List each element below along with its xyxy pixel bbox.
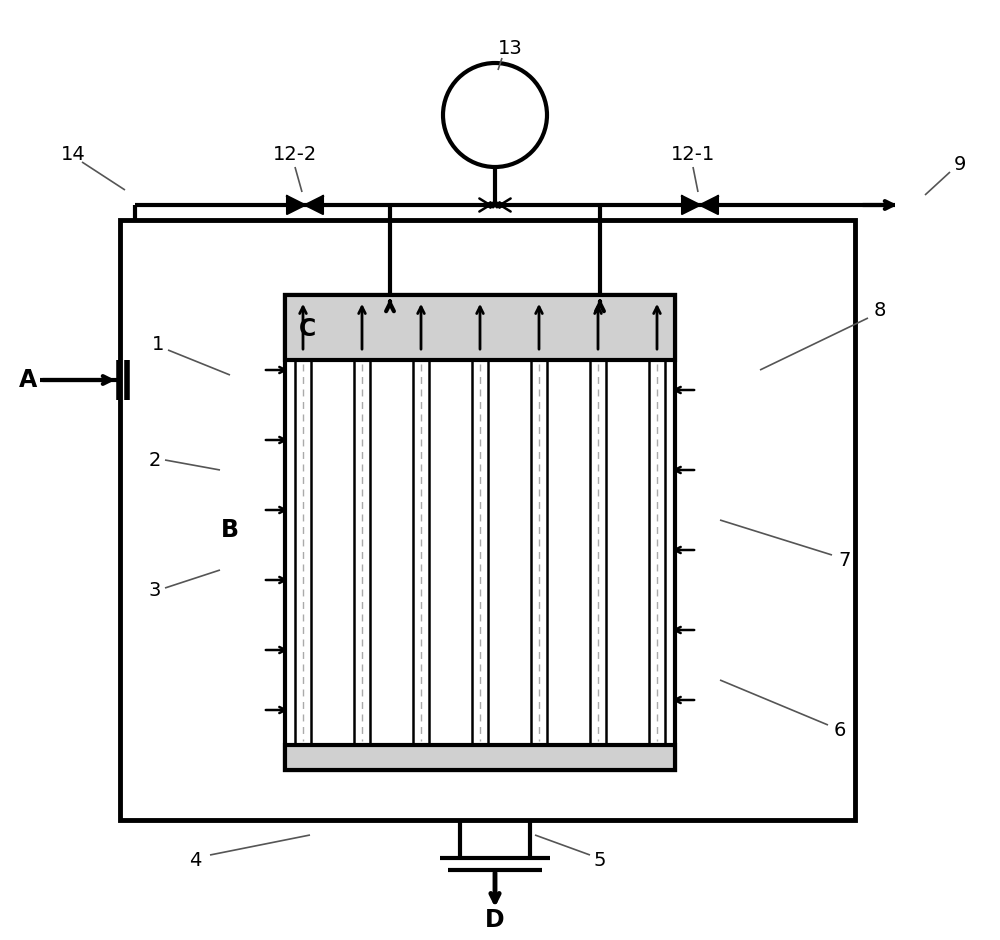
Bar — [285, 295, 675, 360]
Text: D: D — [485, 908, 505, 932]
Text: 4: 4 — [189, 851, 201, 870]
Polygon shape — [700, 196, 718, 214]
Polygon shape — [682, 196, 700, 214]
Text: 14: 14 — [61, 146, 85, 164]
Text: B: B — [221, 518, 239, 542]
Text: 8: 8 — [874, 301, 886, 320]
Bar — [285, 745, 675, 770]
Circle shape — [443, 63, 547, 167]
Polygon shape — [287, 196, 305, 214]
Text: C: C — [298, 317, 316, 341]
Text: 12-1: 12-1 — [671, 146, 715, 164]
Text: 5: 5 — [594, 851, 606, 870]
Bar — [285, 295, 675, 770]
Text: 13: 13 — [498, 39, 522, 57]
Text: 7: 7 — [839, 551, 851, 570]
Polygon shape — [305, 196, 323, 214]
Text: 3: 3 — [149, 581, 161, 600]
Text: 2: 2 — [149, 450, 161, 469]
Text: 12-2: 12-2 — [273, 146, 317, 164]
Bar — [120, 220, 855, 820]
Text: 6: 6 — [834, 720, 846, 740]
Text: 1: 1 — [152, 336, 164, 354]
Text: 9: 9 — [954, 155, 966, 175]
Text: A: A — [19, 368, 37, 392]
